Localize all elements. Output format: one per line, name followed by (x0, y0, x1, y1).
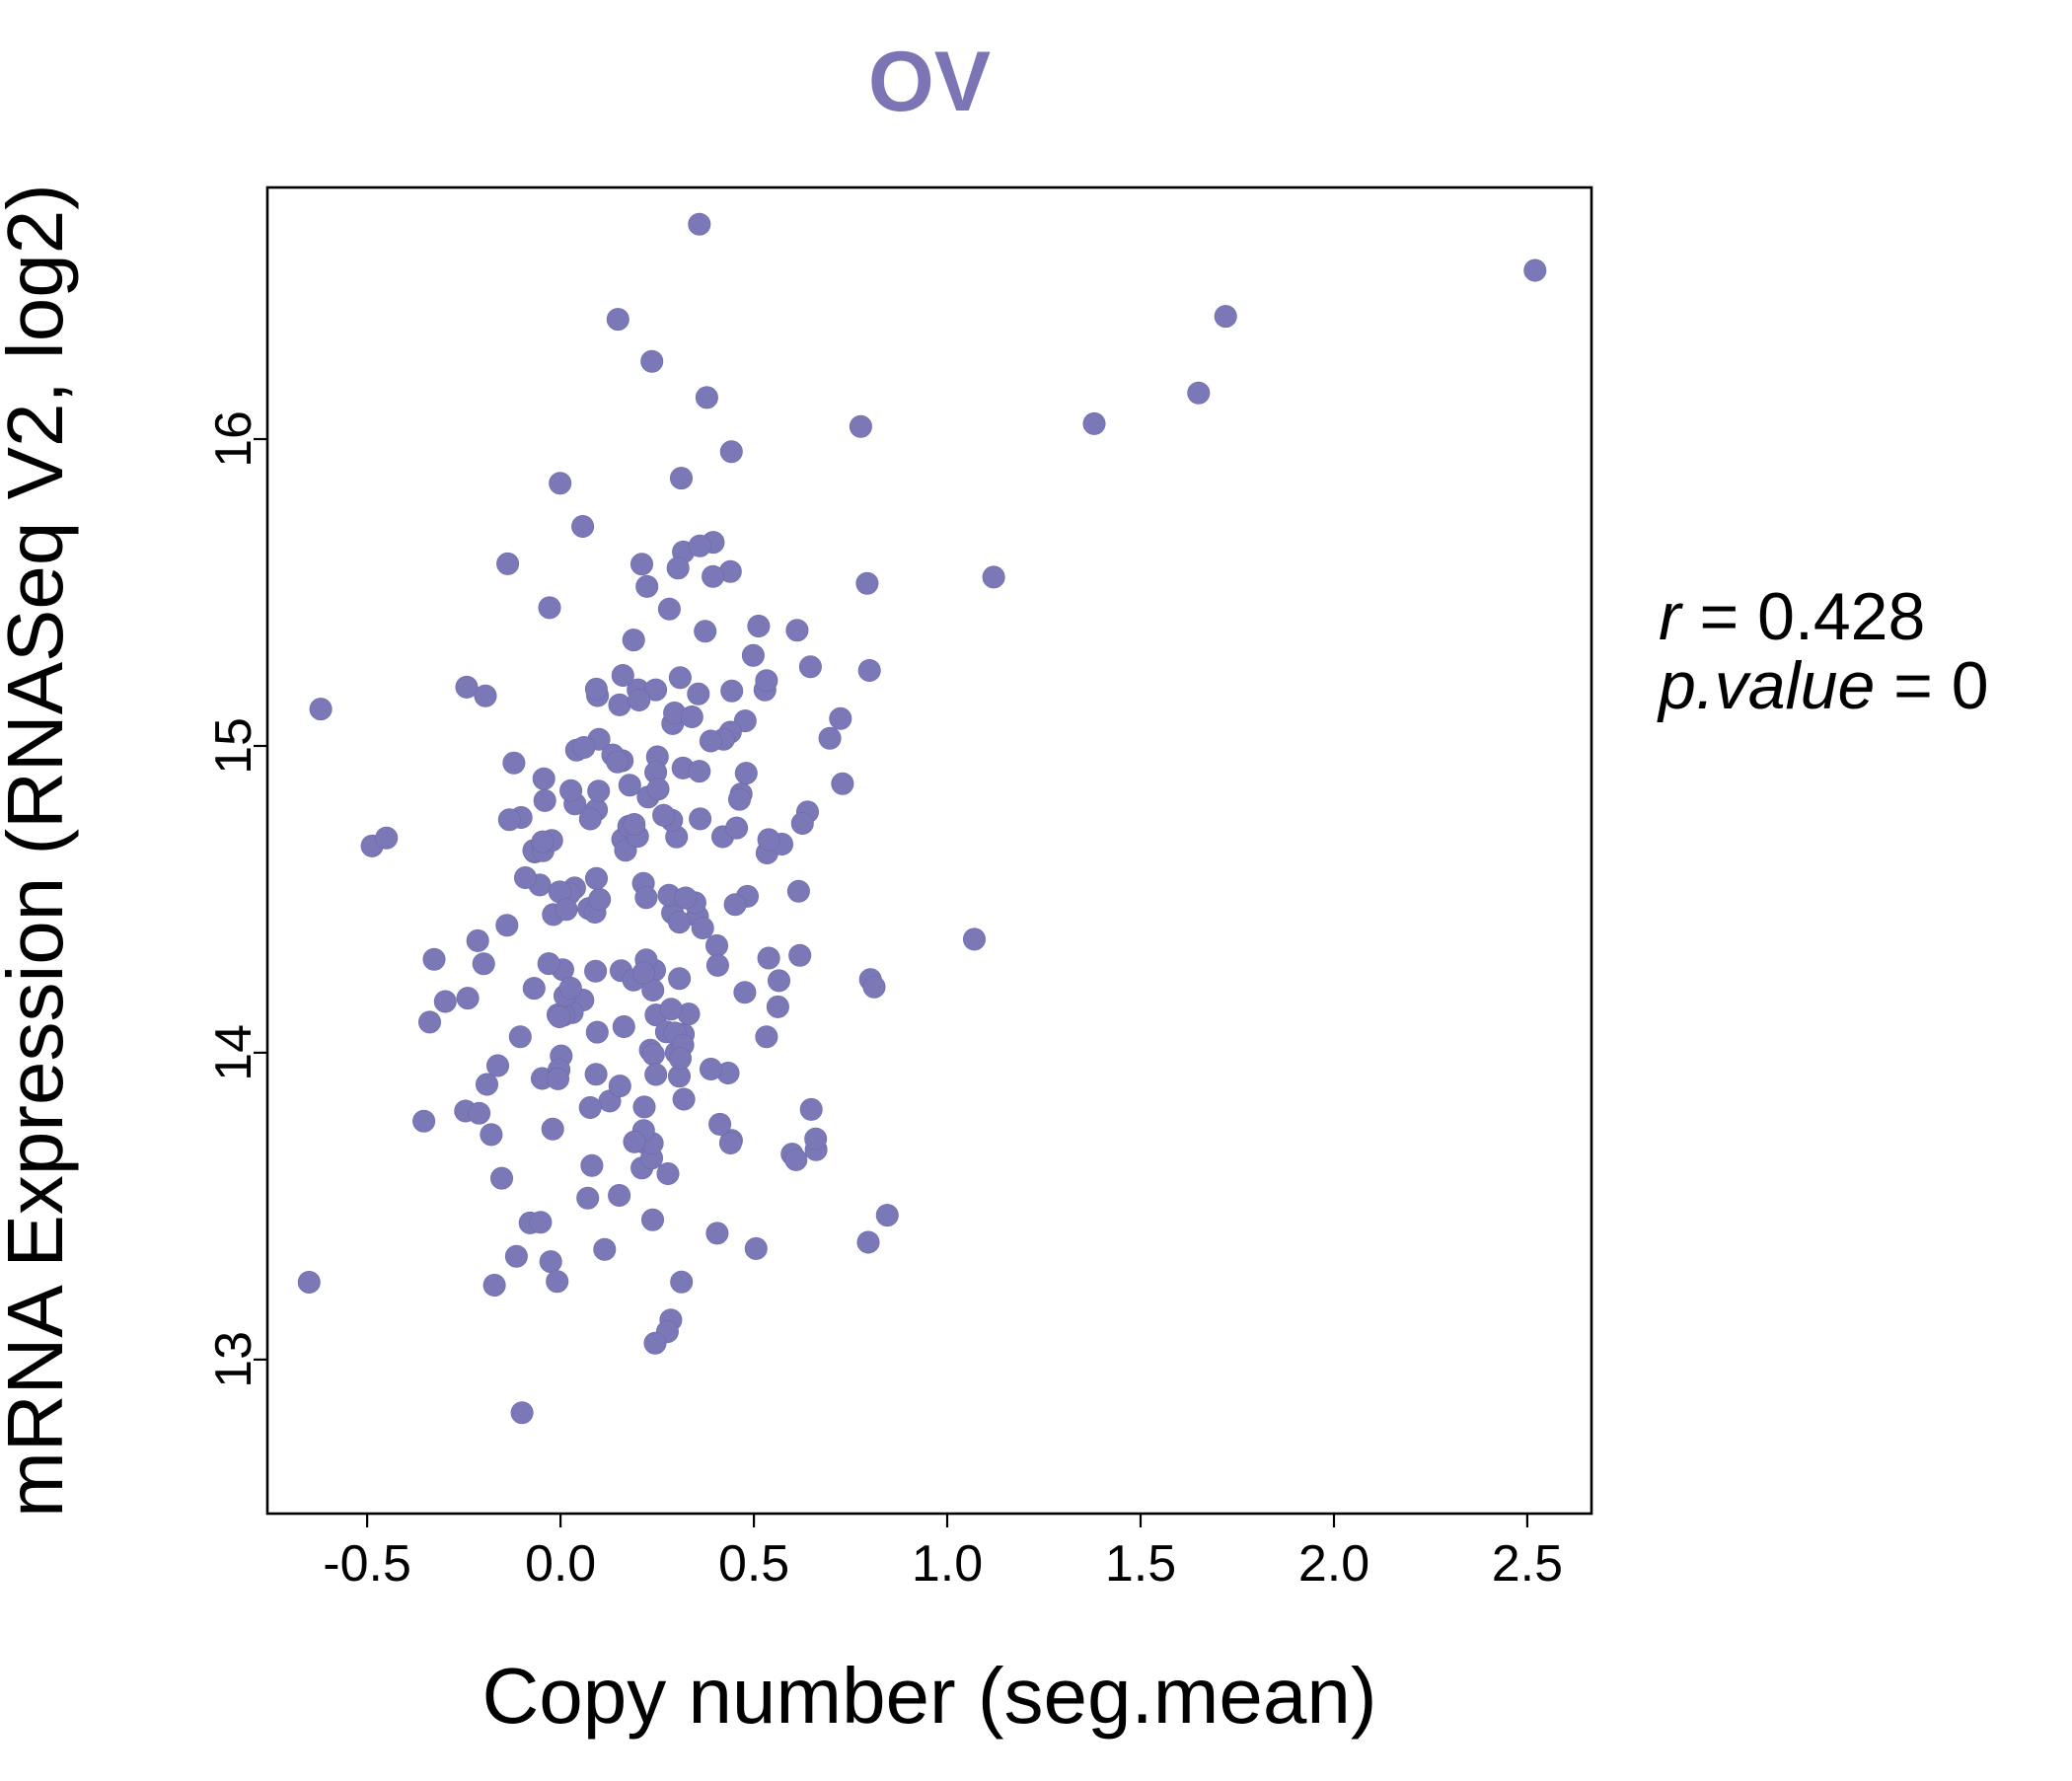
svg-text:0.5: 0.5 (718, 1535, 789, 1593)
svg-text:16: 16 (205, 410, 262, 468)
svg-text:OV: OV (868, 35, 991, 129)
svg-text:mRNA Expression (RNASeq V2, lo: mRNA Expression (RNASeq V2, log2) (0, 184, 79, 1518)
svg-text:r = 0.428: r = 0.428 (1659, 579, 1925, 654)
svg-text:2.5: 2.5 (1492, 1535, 1563, 1593)
svg-text:1.0: 1.0 (912, 1535, 983, 1593)
svg-text:Copy number (seg.mean): Copy number (seg.mean) (481, 1652, 1376, 1740)
svg-text:-0.5: -0.5 (323, 1535, 411, 1593)
svg-text:1.5: 1.5 (1105, 1535, 1176, 1593)
svg-text:p.value = 0: p.value = 0 (1657, 648, 1989, 723)
svg-text:0.0: 0.0 (525, 1535, 596, 1593)
svg-text:15: 15 (205, 717, 262, 775)
svg-text:2.0: 2.0 (1298, 1535, 1369, 1593)
svg-text:14: 14 (205, 1024, 262, 1081)
svg-text:13: 13 (205, 1331, 262, 1388)
